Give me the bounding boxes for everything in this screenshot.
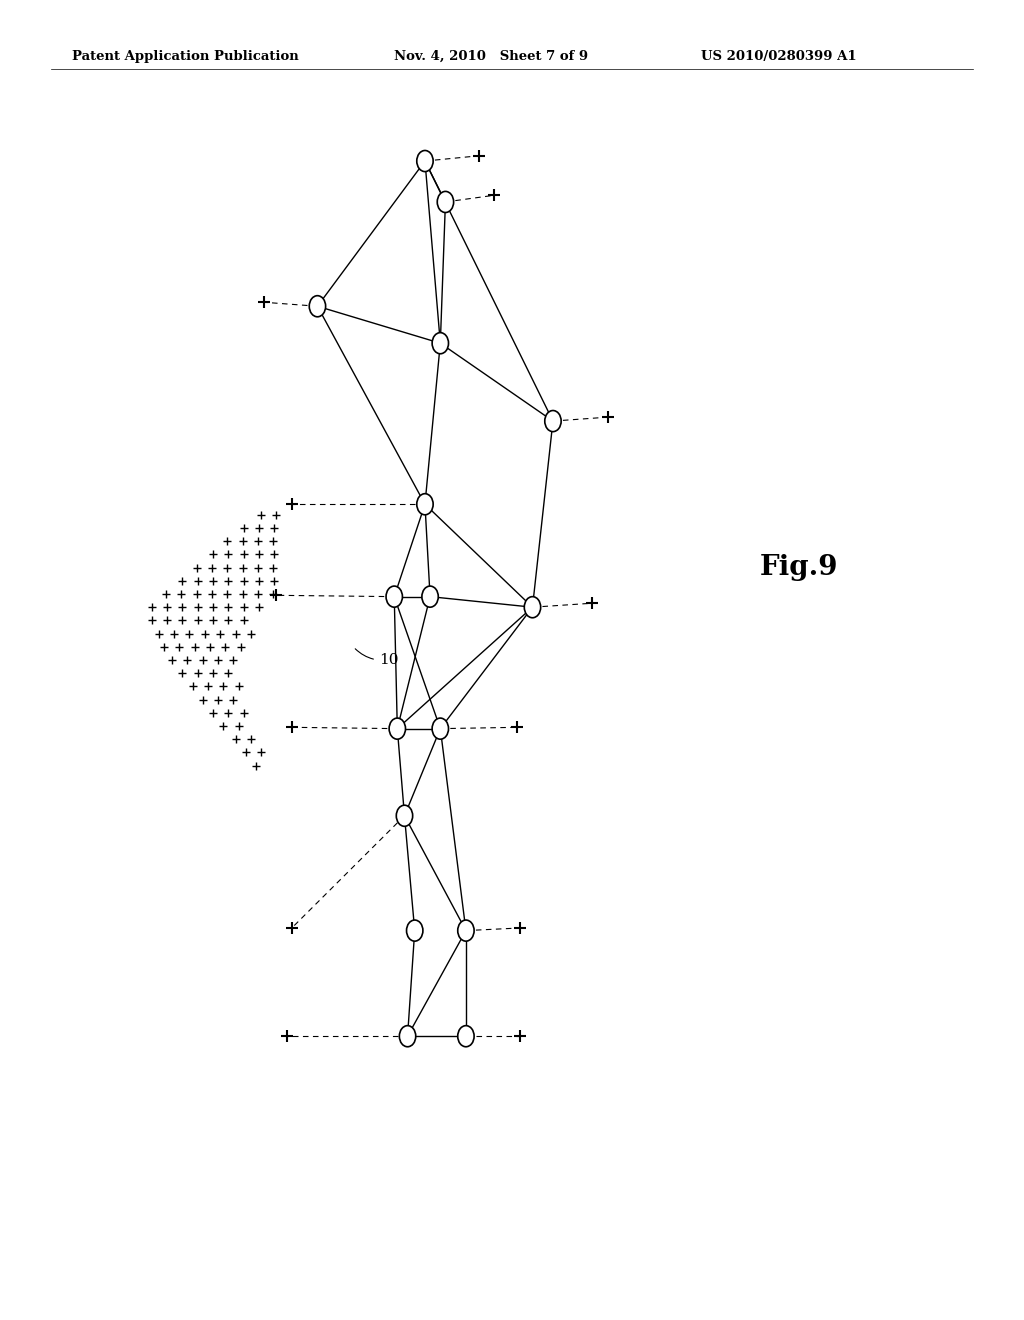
Circle shape [407, 920, 423, 941]
Circle shape [458, 920, 474, 941]
Circle shape [458, 1026, 474, 1047]
Circle shape [432, 718, 449, 739]
Circle shape [417, 150, 433, 172]
Circle shape [396, 805, 413, 826]
Circle shape [389, 718, 406, 739]
Text: Patent Application Publication: Patent Application Publication [72, 50, 298, 63]
Circle shape [545, 411, 561, 432]
Circle shape [309, 296, 326, 317]
Circle shape [417, 494, 433, 515]
Circle shape [422, 586, 438, 607]
Text: US 2010/0280399 A1: US 2010/0280399 A1 [701, 50, 857, 63]
Text: 10: 10 [355, 649, 398, 667]
Circle shape [437, 191, 454, 213]
Circle shape [386, 586, 402, 607]
Circle shape [524, 597, 541, 618]
Circle shape [399, 1026, 416, 1047]
Text: Nov. 4, 2010   Sheet 7 of 9: Nov. 4, 2010 Sheet 7 of 9 [394, 50, 589, 63]
Text: Fig.9: Fig.9 [760, 554, 838, 581]
Circle shape [432, 333, 449, 354]
